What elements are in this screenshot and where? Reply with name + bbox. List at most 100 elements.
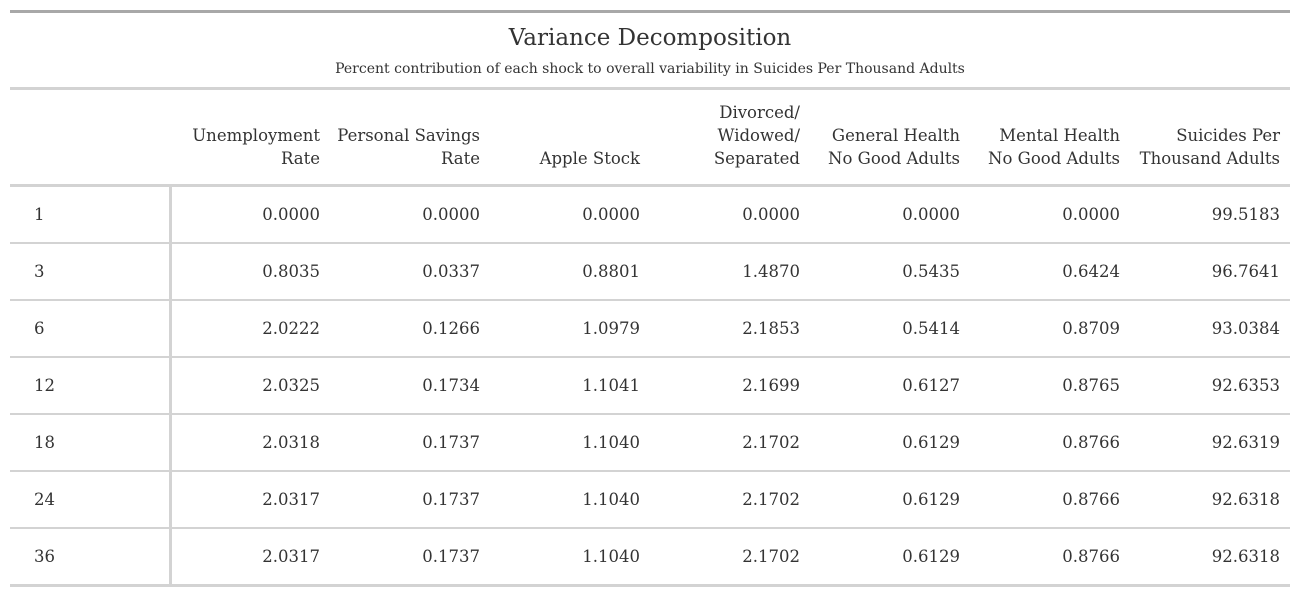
column-header-line: No Good Adults	[988, 149, 1120, 168]
table-row: 3 0.8035 0.0337 0.8801 1.4870 0.5435 0.6424 96.…	[10, 242, 1290, 300]
table-cell: 1.1041	[490, 356, 650, 414]
table-cell: 92.6319	[1130, 413, 1290, 471]
bottom-rule	[10, 584, 1290, 587]
column-header: Personal Savings Rate	[330, 90, 490, 187]
table-cell: 0.8709	[970, 299, 1130, 357]
table-cell: 0.8035	[170, 242, 330, 300]
stub-header	[10, 90, 170, 187]
table-cell: 0.1737	[330, 527, 490, 584]
row-label: 1	[10, 184, 172, 243]
column-header: Suicides Per Thousand Adults	[1130, 90, 1290, 187]
table-cell: 0.8766	[970, 413, 1130, 471]
table-cell: 0.8801	[490, 242, 650, 300]
table-cell: 2.1702	[650, 413, 810, 471]
column-header-line	[490, 101, 640, 124]
row-label: 36	[10, 527, 172, 584]
table-row: 18 2.0318 0.1737 1.1040 2.1702 0.6129 0.8766 92…	[10, 413, 1290, 471]
data-table: Unemployment Rate Personal Savings Rate Ap…	[10, 90, 1290, 584]
column-header-line: Divorced/	[719, 103, 800, 122]
column-header-line: Unemployment	[192, 126, 320, 145]
table-cell: 0.8766	[970, 527, 1130, 584]
column-header-line	[1130, 101, 1280, 124]
column-header: Apple Stock	[490, 90, 650, 187]
column-header-line: Rate	[280, 149, 320, 168]
table-cell: 0.6129	[810, 413, 970, 471]
table-cell: 0.8766	[970, 470, 1130, 528]
table-cell: 2.1702	[650, 470, 810, 528]
table-cell: 0.6127	[810, 356, 970, 414]
table-cell: 1.4870	[650, 242, 810, 300]
table-cell: 99.5183	[1130, 184, 1290, 243]
column-header-line	[330, 101, 480, 124]
table-cell: 2.1853	[650, 299, 810, 357]
table-cell: 93.0384	[1130, 299, 1290, 357]
column-header-line: General Health	[831, 126, 960, 145]
table-row: 24 2.0317 0.1737 1.1040 2.1702 0.6129 0.8766 92…	[10, 470, 1290, 528]
table-cell: 0.0000	[170, 184, 330, 243]
table-cell: 2.0317	[170, 470, 330, 528]
table-cell: 0.1734	[330, 356, 490, 414]
table-cell: 0.6129	[810, 470, 970, 528]
table-cell: 1.1040	[490, 470, 650, 528]
column-header-line: Suicides Per	[1176, 126, 1280, 145]
row-label: 18	[10, 413, 172, 471]
table-cell: 0.1266	[330, 299, 490, 357]
column-header: General Health No Good Adults	[810, 90, 970, 187]
table-cell: 2.0317	[170, 527, 330, 584]
table-cell: 92.6353	[1130, 356, 1290, 414]
table-row: 36 2.0317 0.1737 1.1040 2.1702 0.6129 0.8766 92…	[10, 527, 1290, 584]
column-header-line: No Good Adults	[828, 149, 960, 168]
column-header-line	[10, 124, 160, 147]
table-row: 1 0.0000 0.0000 0.0000 0.0000 0.0000 0.0000 99.…	[10, 184, 1290, 243]
table-cell: 2.0325	[170, 356, 330, 414]
column-header-line: Personal Savings	[337, 126, 480, 145]
column-header-line	[10, 101, 160, 124]
table-row: 6 2.0222 0.1266 1.0979 2.1853 0.5414 0.8709 93.…	[10, 299, 1290, 357]
table-cell: 96.7641	[1130, 242, 1290, 300]
table-cell: 92.6318	[1130, 527, 1290, 584]
table-cell: 0.6424	[970, 242, 1130, 300]
column-header-line: Separated	[713, 149, 800, 168]
column-header-line: Mental Health	[999, 126, 1120, 145]
table-cell: 1.0979	[490, 299, 650, 357]
table-row: 12 2.0325 0.1734 1.1041 2.1699 0.6127 0.8765 92…	[10, 356, 1290, 414]
table-cell: 0.0000	[490, 184, 650, 243]
table-cell: 0.1737	[330, 413, 490, 471]
table-cell: 2.1702	[650, 527, 810, 584]
table-cell: 0.0000	[810, 184, 970, 243]
table-subtitle: Percent contribution of each shock to ov…	[335, 61, 965, 77]
table-cell: 2.0222	[170, 299, 330, 357]
row-label: 24	[10, 470, 172, 528]
table-cell: 0.5414	[810, 299, 970, 357]
column-header: Divorced/Widowed/Separated	[650, 90, 810, 187]
column-header: Mental Health No Good Adults	[970, 90, 1130, 187]
table-cell: 0.8765	[970, 356, 1130, 414]
table-cell: 0.5435	[810, 242, 970, 300]
table-cell: 1.1040	[490, 527, 650, 584]
column-header-line: Rate	[440, 149, 480, 168]
table-title: Variance Decomposition	[508, 25, 792, 51]
table-cell: 2.0318	[170, 413, 330, 471]
column-header-line	[970, 101, 1120, 124]
column-header-row: Unemployment Rate Personal Savings Rate Ap…	[10, 90, 1290, 187]
table-cell: 2.1699	[650, 356, 810, 414]
table-cell: 92.6318	[1130, 470, 1290, 528]
column-header-line	[10, 147, 160, 170]
column-header-line: Thousand Adults	[1139, 149, 1280, 168]
table-cell: 0.6129	[810, 527, 970, 584]
column-header-line	[490, 124, 640, 147]
column-header-line: Widowed/	[717, 126, 800, 145]
table-body: 1 0.0000 0.0000 0.0000 0.0000 0.0000 0.0000 99.…	[10, 184, 1290, 584]
table-cell: 0.0337	[330, 242, 490, 300]
column-header: Unemployment Rate	[170, 90, 330, 187]
table-cell: 0.0000	[650, 184, 810, 243]
table-cell: 0.1737	[330, 470, 490, 528]
table-cell: 0.0000	[330, 184, 490, 243]
row-label: 6	[10, 299, 172, 357]
column-header-line	[170, 101, 320, 124]
column-header-line	[810, 101, 960, 124]
column-header-line: Apple Stock	[539, 149, 640, 168]
top-rule	[10, 10, 1290, 13]
header-rule	[10, 87, 1290, 90]
row-label: 12	[10, 356, 172, 414]
